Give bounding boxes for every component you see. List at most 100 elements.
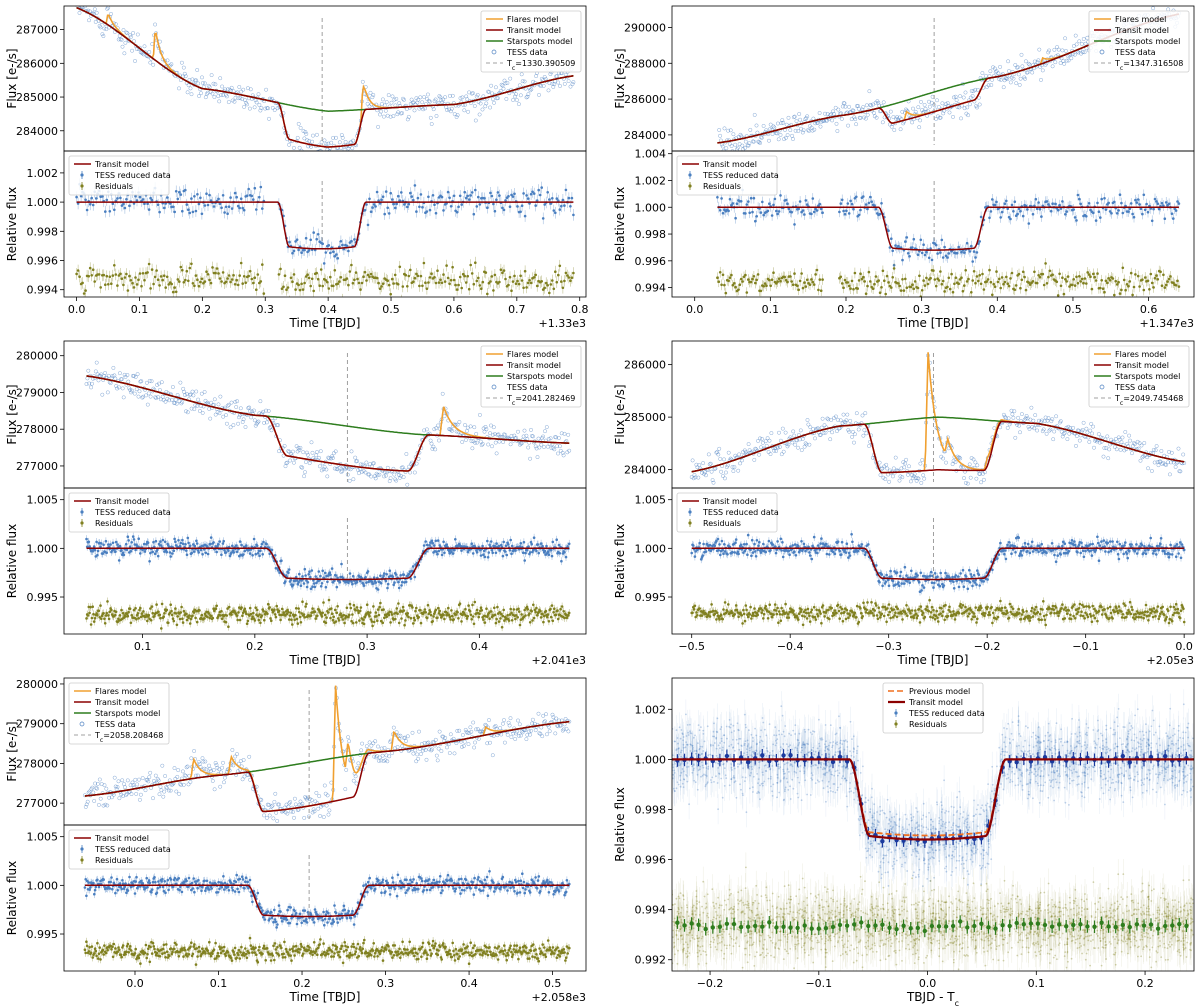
tess-data-point	[498, 89, 503, 93]
residual-point	[849, 287, 852, 290]
tess-data-point	[92, 7, 97, 12]
tess-data-point	[207, 406, 212, 411]
residual-point	[200, 277, 204, 281]
tess-data-point	[121, 395, 126, 400]
tess-reduced-point	[968, 250, 972, 253]
y-tick-label: 0.996	[635, 255, 667, 268]
tess-data-point	[236, 96, 241, 101]
residual-point	[316, 277, 320, 281]
tess-data-point	[133, 59, 137, 63]
residual-point	[1045, 282, 1049, 285]
tess-data-point	[185, 410, 190, 415]
tess-reduced-point	[321, 569, 325, 573]
tess-reduced-point	[347, 249, 350, 253]
tess-data-point	[295, 135, 300, 140]
tess-reduced-point	[122, 553, 126, 557]
residual-point	[102, 273, 106, 277]
tess-data-point	[818, 124, 823, 129]
residual-point	[561, 286, 565, 290]
tess-reduced-point	[335, 253, 338, 256]
tess-data-point	[142, 44, 147, 49]
residual-point	[920, 289, 924, 292]
residual-point	[526, 281, 530, 285]
tess-data-point	[351, 477, 356, 482]
residual-point	[131, 281, 134, 285]
tess-reduced-point	[165, 550, 169, 554]
tess-data-point	[439, 98, 444, 103]
tess-data-point	[778, 132, 783, 137]
tess-data-point	[504, 97, 509, 101]
tess-reduced-point	[205, 192, 208, 195]
tess-reduced-point	[1104, 208, 1108, 211]
tess-reduced-point	[905, 236, 909, 239]
tess-data-point	[761, 123, 766, 128]
tess-reduced-point	[254, 552, 257, 556]
tess-reduced-point	[1136, 198, 1140, 201]
residual-point	[150, 268, 154, 271]
tess-data-point	[204, 92, 209, 96]
residual-point	[859, 272, 862, 276]
tess-data-point	[155, 382, 160, 387]
residual-point	[869, 280, 872, 283]
tess-data-point	[478, 101, 483, 106]
residual-point	[727, 279, 730, 283]
tess-reduced-point	[194, 209, 198, 213]
tess-reduced-point	[96, 549, 100, 553]
legend-tc-value: =2041.282469	[515, 394, 575, 403]
tess-data-point	[243, 98, 248, 103]
residual-point	[392, 282, 396, 285]
tess-data-point	[746, 143, 751, 148]
residual-point	[474, 261, 477, 265]
residual-point	[236, 283, 240, 287]
tess-data-point	[218, 76, 223, 81]
residual-point	[1078, 275, 1081, 278]
tess-data-point	[241, 87, 246, 92]
tess-reduced-point	[326, 580, 329, 584]
residual-point	[97, 273, 101, 276]
tess-reduced-point	[842, 209, 845, 213]
tess-data-point	[771, 124, 776, 129]
tess-data-point	[729, 144, 734, 148]
tess-data-point	[437, 438, 441, 443]
residual-point	[1076, 281, 1080, 285]
tess-data-point	[1050, 64, 1055, 69]
tess-reduced-point	[297, 580, 300, 584]
tess-reduced-point	[215, 550, 218, 554]
residual-point	[871, 287, 875, 291]
legend-entry: TESS data	[506, 383, 548, 392]
tess-data-point	[391, 114, 396, 119]
residual-point	[449, 278, 453, 282]
tess-data-point	[824, 118, 829, 123]
tess-reduced-point	[522, 192, 525, 195]
tess-reduced-point	[532, 192, 536, 195]
tess-data-point	[450, 428, 454, 433]
tess-data-point	[450, 93, 455, 98]
tess-reduced-point	[319, 574, 322, 578]
tess-data-point	[301, 450, 306, 455]
tess-reduced-point	[333, 254, 337, 258]
tess-data-point	[374, 471, 379, 476]
tess-data-point	[170, 397, 174, 402]
tess-data-point	[758, 141, 763, 145]
residual-point	[91, 268, 95, 272]
residual-point	[1159, 270, 1162, 274]
residual-point	[1006, 282, 1009, 286]
tess-reduced-point	[117, 559, 121, 562]
residual-point	[463, 274, 467, 278]
residual-point	[925, 276, 928, 280]
tess-reduced-point	[745, 203, 749, 206]
residual-point	[1113, 293, 1116, 297]
tess-data-point	[212, 397, 217, 402]
tess-data-point	[865, 112, 870, 117]
tess-data-point	[983, 73, 988, 78]
tess-data-point	[183, 393, 187, 398]
residual-point	[190, 262, 193, 266]
tess-reduced-point	[192, 550, 196, 553]
tess-data-point	[168, 63, 173, 68]
tess-data-point	[257, 103, 262, 107]
tess-data-point	[321, 467, 326, 472]
tess-reduced-point	[104, 539, 108, 543]
residual-point	[460, 286, 464, 290]
